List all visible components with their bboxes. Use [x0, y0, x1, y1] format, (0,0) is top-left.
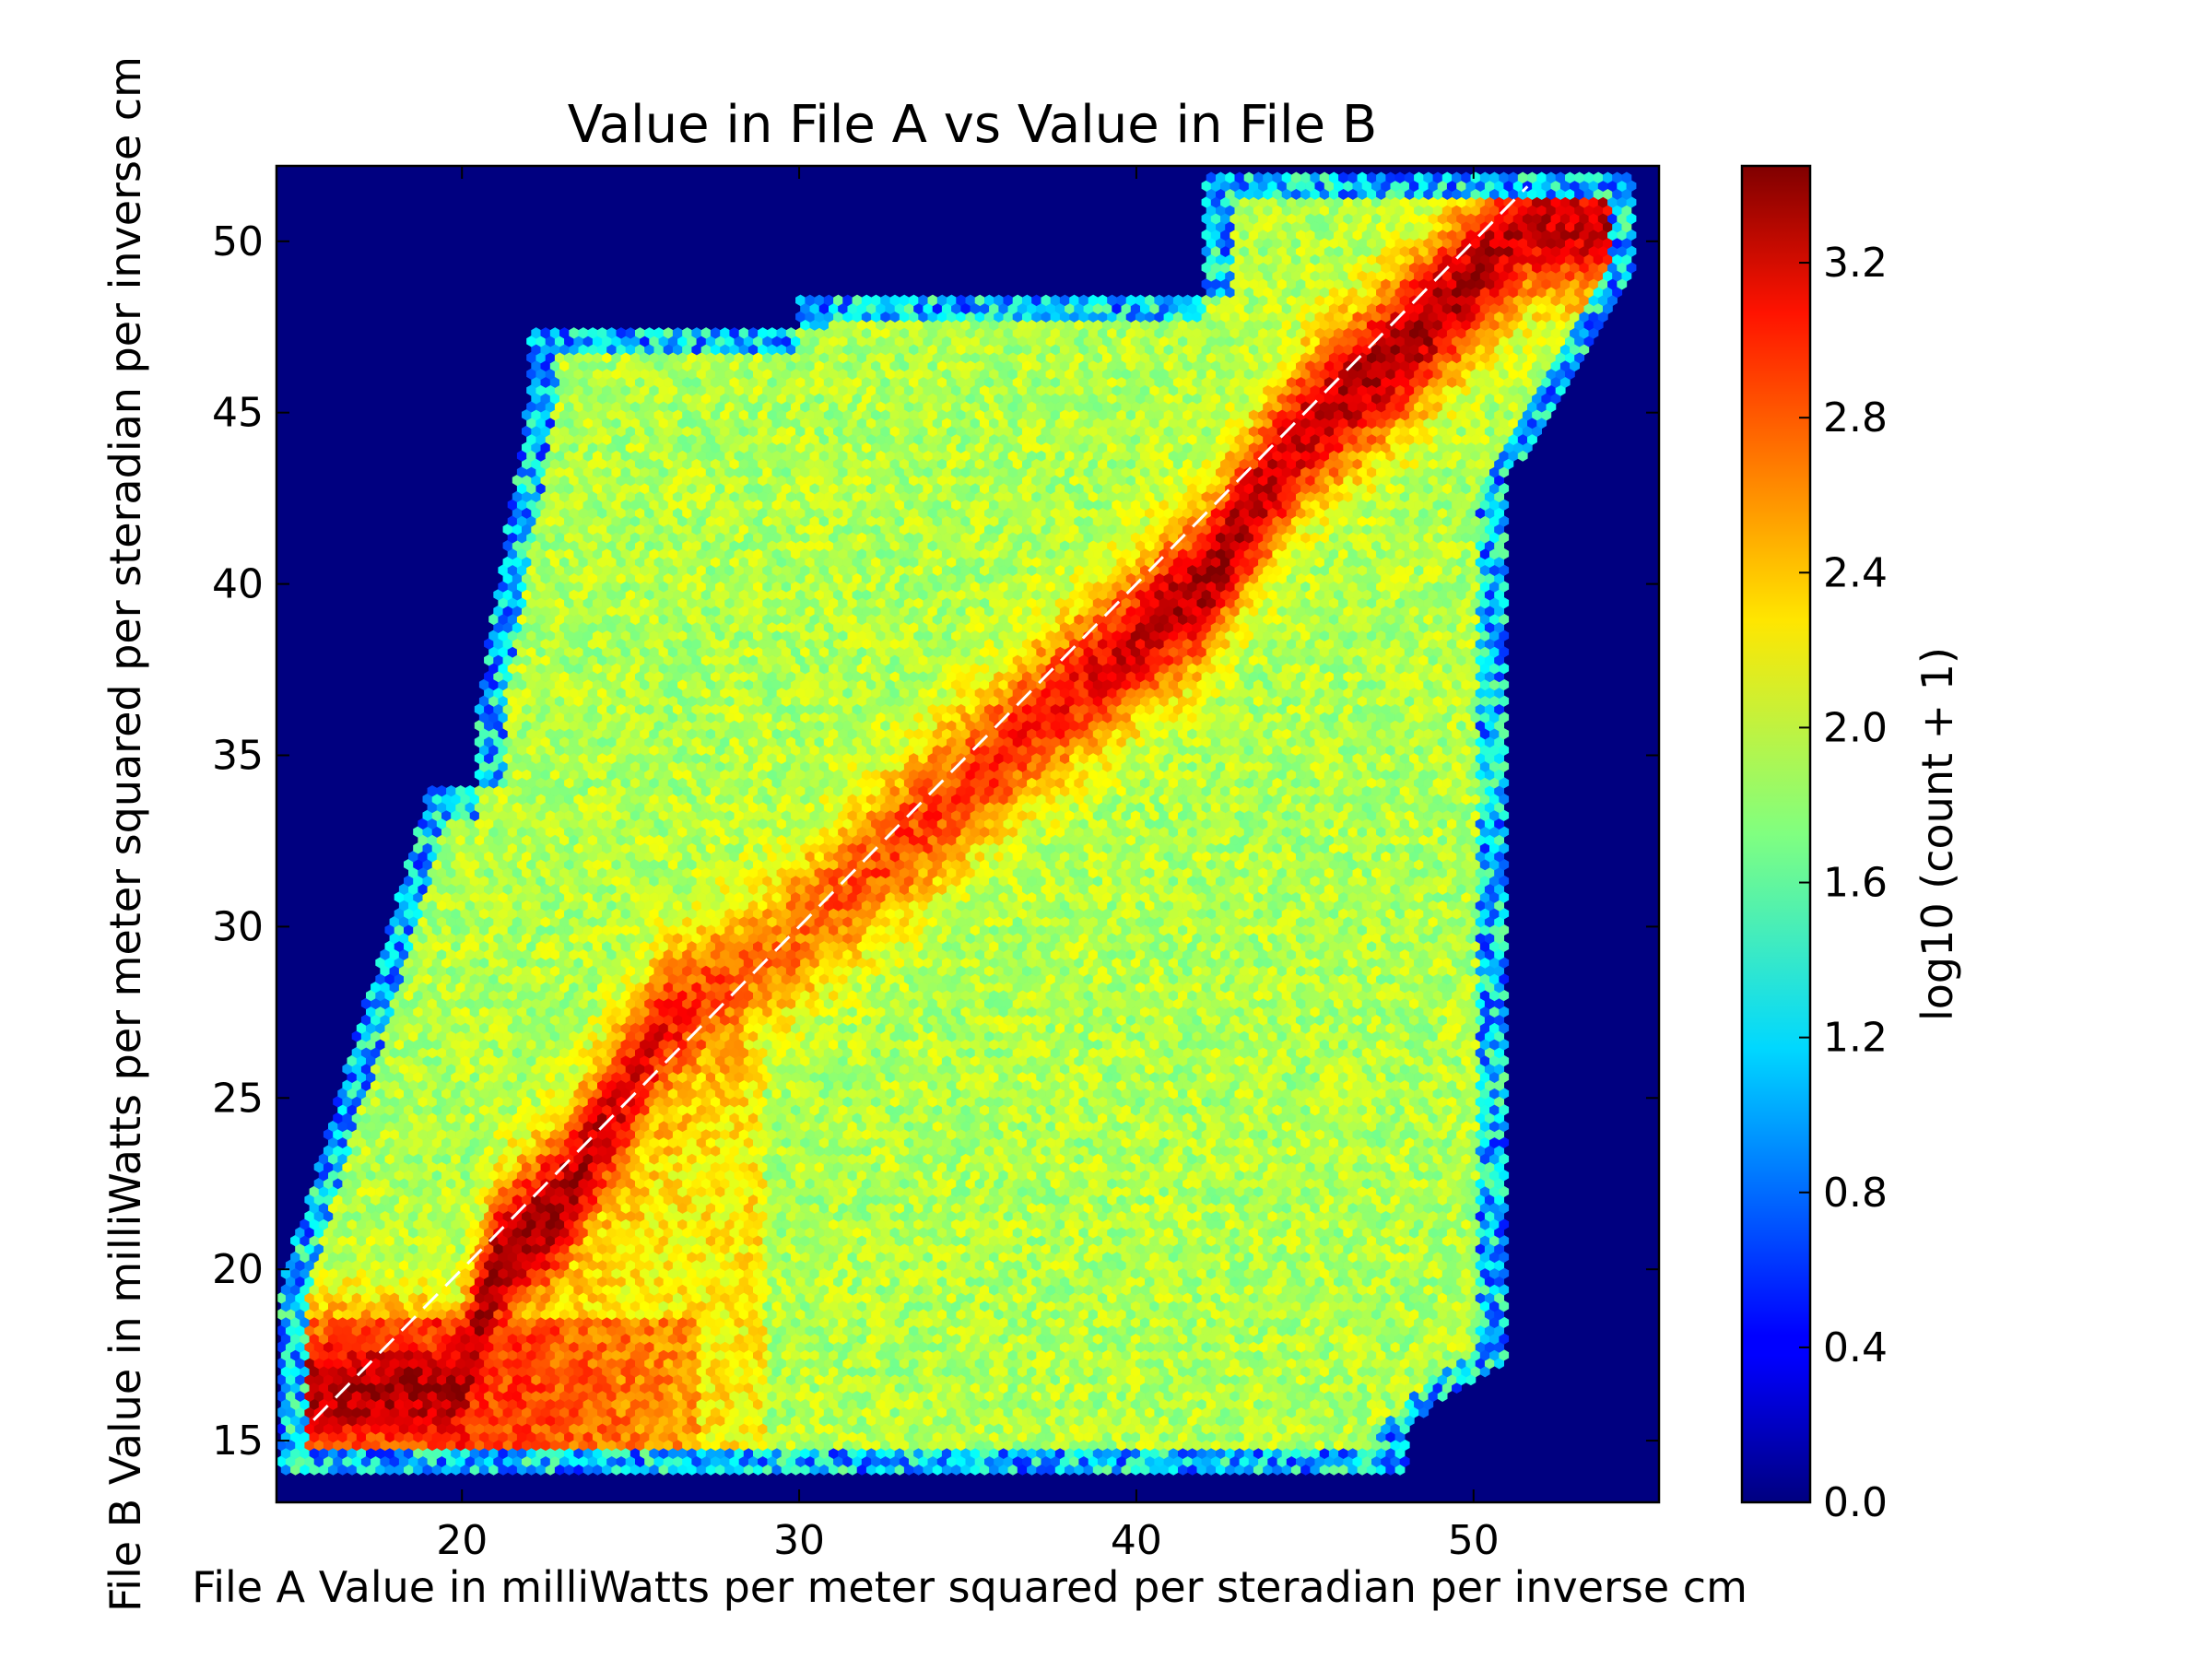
chart-title: Value in File A vs Value in File B: [568, 95, 1378, 155]
hexbin-cells: [276, 171, 1637, 1476]
